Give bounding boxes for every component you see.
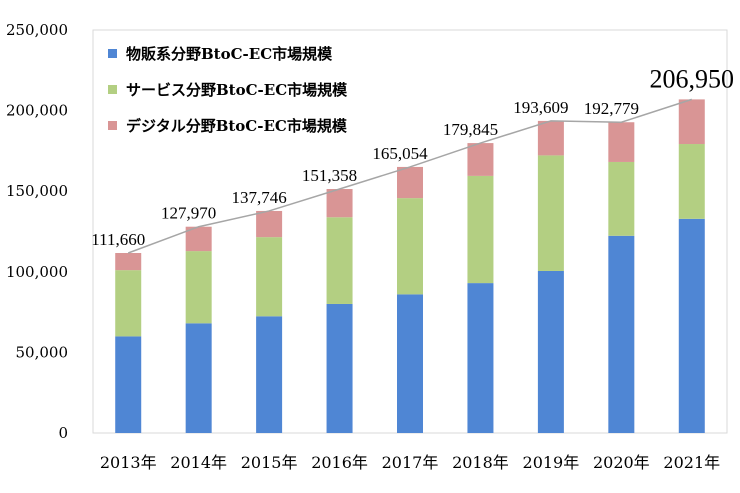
x-tick-label: 2021年 [663,453,720,472]
y-tick-label: 0 [58,424,68,442]
y-axis: 0 50,000 100,000 150,000 200,000 250,000 [6,21,68,442]
bar-segment-1 [115,336,142,433]
bar-segment-2 [115,270,142,337]
total-label: 192,779 [584,99,639,118]
x-tick-label: 2015年 [241,453,298,472]
bar-segment-2 [678,144,705,219]
bar-segment-3 [256,210,283,238]
legend-swatch [108,85,117,94]
total-label: 165,054 [372,144,428,163]
x-tick-label: 2013年 [100,453,157,472]
x-axis: 2013年 2014年 2015年 2016年 2017年 2018年 2019年 2020年… [100,453,720,472]
bar-segment-3 [115,253,142,271]
bar-segment-2 [256,237,283,317]
total-trend-line [127,98,693,254]
total-label: 137,746 [231,188,286,207]
bars [115,99,705,433]
y-tick-label: 250,000 [6,21,68,39]
bar-segment-3 [397,166,423,199]
total-label: 151,358 [302,166,357,185]
x-tick-label: 2016年 [311,453,368,472]
x-tick-label: 2020年 [593,453,650,472]
legend: 物販系分野BtoC-EC市場規模サービス分野BtoC-EC市場規模デジタル分野B… [108,45,348,135]
legend-swatch [108,49,117,58]
bar-segment-1 [185,323,212,433]
y-tick-label: 150,000 [6,182,68,200]
bar-segment-3 [678,99,705,145]
bar-segment-2 [467,175,494,284]
bar-segment-1 [608,235,635,433]
bar-segment-3 [185,226,212,252]
x-tick-label: 2014年 [170,453,227,472]
bar-segment-1 [326,303,353,433]
x-tick-label: 2017年 [382,453,439,472]
bar-segment-1 [467,283,494,433]
bar-segment-3 [326,189,353,218]
y-tick-label: 200,000 [6,102,68,120]
bar-segment-2 [537,155,564,271]
bar-segment-2 [608,161,635,236]
bar-segment-2 [326,217,353,304]
bar-segment-3 [537,120,564,156]
total-label: 206,950 [650,64,735,93]
legend-swatch [108,121,117,130]
bar-segment-3 [608,122,635,162]
bar-segment-1 [678,218,705,433]
total-label: 193,609 [513,98,568,117]
bar-segment-2 [397,198,423,295]
legend-label: 物販系分野BtoC-EC市場規模 [126,45,333,63]
legend-label: デジタル分野BtoC-EC市場規模 [126,117,348,135]
bar-segment-1 [256,316,283,433]
y-tick-label: 50,000 [16,343,69,361]
y-tick-label: 100,000 [6,263,68,281]
legend-label: サービス分野BtoC-EC市場規模 [126,81,348,99]
bar-segment-3 [467,143,494,176]
bar-segment-1 [537,270,564,433]
x-tick-label: 2018年 [452,453,509,472]
total-label: 127,970 [161,204,216,223]
x-tick-label: 2019年 [523,453,580,472]
bar-segment-1 [397,294,423,433]
total-labels: 111,660 127,970 137,746 151,358 165,054 179,8… [91,64,734,249]
bar-segment-2 [185,251,212,324]
total-label: 111,660 [91,230,145,249]
total-label: 179,845 [443,120,498,139]
